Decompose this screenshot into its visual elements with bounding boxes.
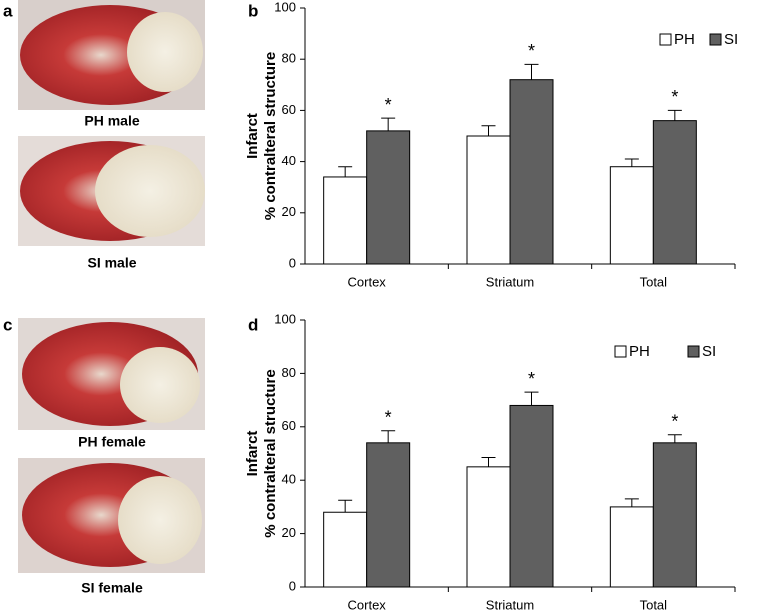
y-axis-label: % contralteral structure: [262, 52, 279, 220]
bar: [366, 442, 411, 588]
x-tick-label: Total: [640, 597, 668, 612]
bar: [366, 130, 411, 265]
error-bar: [381, 430, 396, 443]
y-tick-label: 100: [274, 0, 296, 14]
bar: [652, 120, 697, 265]
y-tick-label: 20: [282, 204, 296, 219]
panel-label: a: [3, 1, 13, 20]
photo-caption: SI female: [81, 580, 143, 596]
infarct-region: [127, 12, 203, 92]
y-tick-label: 60: [282, 102, 296, 117]
legend-swatch: [659, 33, 672, 46]
legend-label: PH: [674, 31, 695, 48]
bar: [509, 404, 554, 588]
error-bar: [667, 109, 682, 121]
x-tick-label: Cortex: [348, 597, 387, 612]
y-axis-label: Infarct: [244, 431, 261, 477]
legend-swatch: [709, 33, 722, 46]
photo-caption: PH female: [78, 434, 146, 450]
y-tick-label: 60: [282, 418, 296, 433]
bar: [609, 166, 654, 265]
significance-marker: *: [385, 408, 392, 428]
significance-marker: *: [671, 87, 678, 107]
photo-caption: SI male: [87, 255, 136, 271]
significance-marker: *: [671, 412, 678, 432]
legend-label: SI: [702, 343, 716, 360]
y-tick-label: 80: [282, 365, 296, 380]
legend-swatch: [614, 345, 627, 358]
photo-caption: PH male: [84, 113, 139, 129]
bar: [652, 442, 697, 588]
legend-swatch: [687, 345, 700, 358]
panel-label: b: [248, 1, 258, 20]
x-tick-label: Striatum: [486, 274, 534, 289]
error-bar: [338, 499, 353, 513]
infarct-region: [95, 145, 205, 237]
y-tick-label: 40: [282, 153, 296, 168]
legend-label: PH: [629, 343, 650, 360]
error-bar: [624, 498, 639, 507]
error-bar: [667, 434, 682, 443]
error-bar: [524, 391, 539, 406]
y-tick-label: 100: [274, 311, 296, 326]
significance-marker: *: [385, 95, 392, 115]
infarct-region: [120, 347, 200, 423]
panel-label: d: [248, 315, 258, 334]
infarct-region: [118, 476, 202, 564]
legend-label: SI: [724, 31, 738, 48]
bar: [609, 506, 654, 588]
x-tick-label: Total: [640, 274, 668, 289]
error-bar: [338, 166, 353, 177]
y-axis-label: % contralteral structure: [262, 369, 279, 537]
y-tick-label: 0: [289, 255, 296, 270]
bar: [323, 511, 368, 588]
error-bar: [524, 63, 539, 80]
significance-marker: *: [528, 369, 535, 389]
y-tick-label: 40: [282, 472, 296, 487]
x-tick-label: Striatum: [486, 597, 534, 612]
y-tick-label: 20: [282, 525, 296, 540]
photos: [18, 0, 205, 573]
y-tick-label: 0: [289, 578, 296, 593]
y-axis-label: Infarct: [244, 113, 261, 159]
panel-label: c: [3, 315, 12, 334]
error-bar: [481, 125, 496, 136]
y-tick-label: 80: [282, 51, 296, 66]
x-tick-label: Cortex: [348, 274, 387, 289]
bar: [323, 176, 368, 265]
error-bar: [481, 457, 496, 467]
bar: [466, 466, 511, 588]
error-bar: [624, 158, 639, 167]
error-bar: [381, 117, 396, 131]
bar: [509, 79, 554, 265]
significance-marker: *: [528, 41, 535, 61]
bar: [466, 135, 511, 265]
